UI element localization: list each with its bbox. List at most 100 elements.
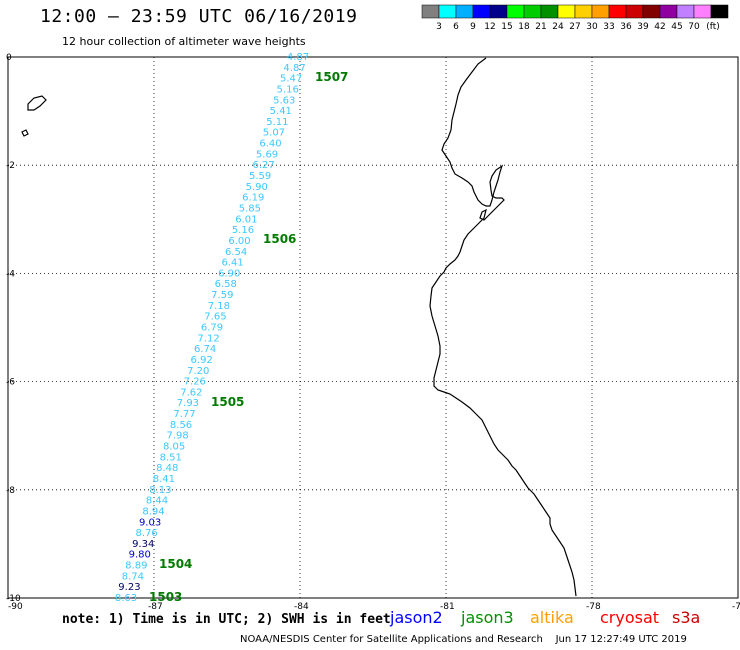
x-tick-label: -78 — [586, 602, 601, 612]
legend-swatch — [676, 4, 695, 19]
pass-time-label: 1503 — [149, 590, 182, 604]
swh-label: 6.58 — [215, 279, 237, 290]
swh-label: 5.63 — [273, 95, 295, 106]
swh-label: 8.44 — [146, 496, 168, 507]
swh-label: 5.59 — [249, 171, 271, 182]
legend-label: 9 — [470, 22, 476, 32]
swh-label: 6.74 — [194, 344, 216, 355]
swh-label: 8.94 — [142, 506, 164, 517]
legend-swatch — [642, 4, 661, 19]
swh-label: 6.41 — [222, 258, 244, 269]
small-island — [21, 129, 29, 137]
pass-time-label: 1505 — [211, 395, 244, 409]
swh-label: 7.26 — [184, 377, 206, 388]
swh-label: 6.40 — [259, 139, 281, 150]
legend-label: 6 — [453, 22, 459, 32]
legend-label: 30 — [586, 22, 598, 32]
swh-label: 6.90 — [218, 268, 240, 279]
swh-label: 6.01 — [235, 214, 257, 225]
swh-label: 7.93 — [177, 398, 199, 409]
swh-label: 8.05 — [163, 442, 185, 453]
swh-label: 8.74 — [122, 571, 144, 582]
legend-swatch — [710, 4, 729, 19]
swh-label: 6.00 — [228, 236, 250, 247]
legend-label: 27 — [569, 22, 580, 32]
swh-label: 8.13 — [149, 485, 171, 496]
legend-swatch — [608, 4, 627, 19]
swh-label: 4.87 — [283, 63, 305, 74]
y-tick-label: -2 — [6, 161, 15, 171]
swh-label: 5.11 — [266, 117, 288, 128]
legend-label: 3 — [436, 22, 442, 32]
legend-swatch — [659, 4, 678, 19]
swh-label: 8.51 — [160, 452, 182, 463]
lat-lon-grid — [8, 57, 738, 598]
swh-label: 8.89 — [125, 561, 147, 572]
legend-swatch — [574, 4, 593, 19]
swh-label: 6.27 — [252, 160, 274, 171]
legend-label: 70 — [688, 22, 700, 32]
swh-label: 7.18 — [208, 301, 230, 312]
legend-swatch — [421, 4, 440, 19]
legend-swatch — [540, 4, 559, 19]
legend-swatch — [625, 4, 644, 19]
legend-swatch — [472, 4, 491, 19]
legend-label: 24 — [552, 22, 564, 32]
y-tick-label: 0 — [6, 53, 12, 63]
swh-label: 7.62 — [180, 387, 202, 398]
lobos-island — [27, 95, 47, 111]
swh-label: 8.48 — [156, 463, 178, 474]
longitude-tick-labels: -90 -87 -84 -81 -78 -75 — [8, 602, 740, 612]
coastline — [21, 57, 577, 597]
swh-label: 7.65 — [204, 312, 226, 323]
x-tick-label: -84 — [294, 602, 309, 612]
swh-label: 8.76 — [136, 528, 158, 539]
legend-swatch — [557, 4, 576, 19]
satellite-name-altika: altika — [530, 608, 574, 627]
legend-swatch — [693, 4, 712, 19]
pass-time-label: 1507 — [315, 70, 348, 84]
swh-label: 6.92 — [191, 355, 213, 366]
swh-label: 7.98 — [166, 431, 188, 442]
x-tick-label: -90 — [8, 602, 23, 612]
legend-swatch — [455, 4, 474, 19]
satellite-name-cryosat: cryosat — [600, 608, 660, 627]
peru-coastline — [429, 57, 577, 597]
wave-height-legend: 3 6 9 12 15 18 21 24 27 30 33 36 39 42 45 70 (ft) — [421, 4, 729, 32]
swh-label: 5.85 — [239, 203, 261, 214]
swh-label: 9.34 — [132, 539, 154, 550]
swh-label: 5.07 — [263, 128, 285, 139]
y-tick-label: -8 — [6, 486, 15, 496]
swh-label: 8.41 — [153, 474, 175, 485]
legend-label: 39 — [637, 22, 649, 32]
swh-label: 9.80 — [129, 550, 151, 561]
swh-label: 7.59 — [211, 290, 233, 301]
swh-label: 8.56 — [170, 420, 192, 431]
swh-label: 5.41 — [270, 106, 292, 117]
swh-label: 7.20 — [187, 366, 209, 377]
legend-swatch — [506, 4, 525, 19]
pass-time-label: 1506 — [263, 232, 296, 246]
satellite-name-s3a: s3a — [672, 608, 701, 627]
swh-label: 6.54 — [225, 247, 247, 258]
swh-label: 5.69 — [256, 149, 278, 160]
units-note: note: 1) Time is in UTC; 2) SWH is in fe… — [62, 612, 391, 627]
legend-label: 21 — [535, 22, 546, 32]
frame-border — [7, 56, 739, 599]
swh-label: 5.16 — [277, 84, 299, 95]
legend-label: 15 — [501, 22, 512, 32]
swh-label: 9.23 — [118, 582, 140, 593]
altimeter-track: 4.874.875.475.165.635.415.115.076.405.69… — [115, 52, 309, 604]
legend-swatch — [489, 4, 508, 19]
x-tick-label: -75 — [732, 602, 740, 612]
y-tick-label: -4 — [6, 269, 15, 279]
x-tick-label: -87 — [148, 602, 163, 612]
legend-label: 36 — [620, 22, 632, 32]
legend-swatch — [523, 4, 542, 19]
map-subtitle: 12 hour collection of altimeter wave hei… — [62, 35, 306, 48]
legend-label: 18 — [518, 22, 530, 32]
swh-label: 5.16 — [232, 225, 254, 236]
swh-label: 6.79 — [201, 323, 223, 334]
swh-label: 8.63 — [115, 593, 137, 604]
